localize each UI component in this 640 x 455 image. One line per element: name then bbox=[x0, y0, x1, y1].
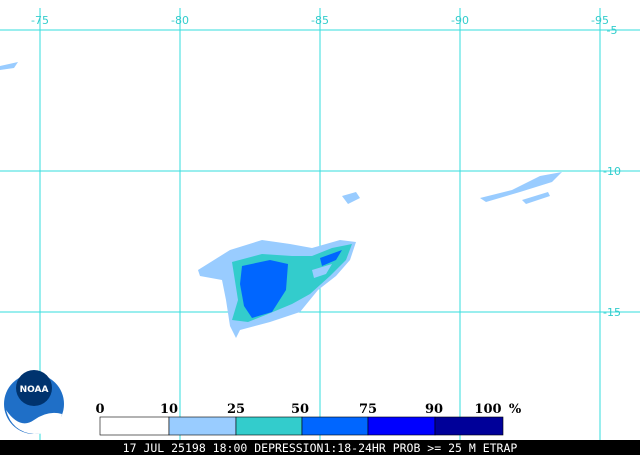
legend-swatch bbox=[168, 416, 237, 436]
legend-swatch bbox=[235, 416, 303, 436]
legend-swatch bbox=[434, 416, 504, 436]
probability-areas bbox=[0, 62, 562, 338]
legend-unit: % bbox=[509, 402, 522, 417]
area bbox=[522, 192, 550, 204]
area bbox=[0, 62, 18, 70]
noaa-logo: NOAA bbox=[4, 370, 64, 434]
legend-label: 10 bbox=[160, 402, 178, 417]
legend-swatch bbox=[99, 416, 170, 436]
area bbox=[480, 172, 562, 202]
longitude-label: -75 bbox=[31, 14, 49, 27]
longitude-label: -90 bbox=[451, 14, 469, 27]
legend-swatch bbox=[301, 416, 369, 436]
logo-inner bbox=[16, 370, 52, 406]
area bbox=[320, 250, 342, 266]
graticule: -75 -80 -85 -90 -95-5 -10 -15 bbox=[0, 8, 640, 440]
longitude-label: -95 bbox=[591, 14, 609, 27]
legend-label: 0 bbox=[95, 402, 104, 417]
legend: 0 10 25 50 75 90 100% bbox=[95, 402, 522, 436]
logo-text: NOAA bbox=[20, 385, 49, 395]
legend-label: 100 bbox=[474, 402, 501, 417]
caption-bar bbox=[0, 440, 640, 455]
area bbox=[312, 264, 332, 278]
legend-label: 90 bbox=[425, 402, 443, 417]
area bbox=[240, 260, 288, 318]
longitude-label: -80 bbox=[171, 14, 189, 27]
caption: 17 JUL 25198 18:00 DEPRESSION1:18-24HR P… bbox=[123, 441, 518, 455]
longitude-label: -85 bbox=[311, 14, 329, 27]
logo-wave bbox=[6, 410, 62, 434]
area bbox=[342, 192, 360, 204]
legend-swatch bbox=[367, 416, 436, 436]
legend-label: 50 bbox=[291, 402, 309, 417]
legend-label: 25 bbox=[227, 402, 245, 417]
latitude-label: -15 bbox=[603, 306, 621, 319]
latitude-label: -10 bbox=[603, 165, 621, 178]
latitude-label: -5 bbox=[607, 24, 618, 37]
legend-label: 75 bbox=[359, 402, 377, 417]
